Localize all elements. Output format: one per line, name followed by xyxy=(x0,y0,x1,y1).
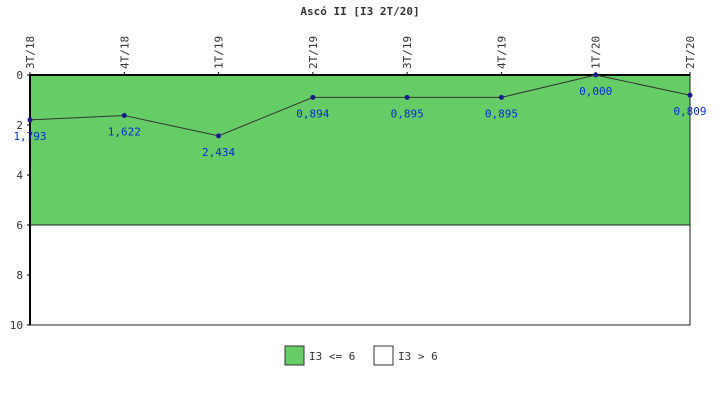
data-label: 0,894 xyxy=(296,107,329,120)
x-tick-label: 4T/19 xyxy=(495,36,508,69)
data-label: 0,000 xyxy=(579,85,612,98)
y-tick-label: 2 xyxy=(16,119,23,132)
data-point xyxy=(593,72,599,78)
x-tick-label: 1T/20 xyxy=(590,36,603,69)
band-2 xyxy=(29,224,691,326)
chart-title: Ascó II [I3 2T/20] xyxy=(300,5,419,18)
data-label: 0,895 xyxy=(391,107,424,120)
x-tick-labels: 3T/18 4T/18 1T/19 2T/19 3T/19 4T/19 1T/20 2T/20 xyxy=(24,36,697,75)
y-tick-label: 8 xyxy=(16,269,23,282)
y-tick-label: 4 xyxy=(16,169,23,182)
x-tick-label: 2T/20 xyxy=(684,36,697,69)
legend-label: I3 > 6 xyxy=(398,350,438,363)
legend-swatch xyxy=(373,345,394,366)
data-point xyxy=(404,94,410,100)
data-labels: 1,793 1,622 2,434 0,894 0,895 0,895 0,000 0,809 xyxy=(13,85,706,159)
band-1 xyxy=(29,74,691,226)
legend: I3 <= 6 I3 > 6 xyxy=(284,345,438,366)
legend-label: I3 <= 6 xyxy=(309,350,355,363)
y-tick-label: 0 xyxy=(16,69,23,82)
data-label: 0,809 xyxy=(673,105,706,118)
data-label: 1,622 xyxy=(108,126,141,139)
data-point xyxy=(310,94,316,100)
x-tick-label: 4T/18 xyxy=(118,36,131,69)
series-path xyxy=(29,74,691,137)
data-label: 1,793 xyxy=(13,130,46,143)
threshold-bands xyxy=(29,74,691,326)
axes xyxy=(29,74,691,326)
data-point xyxy=(216,133,222,139)
series-line xyxy=(27,72,693,139)
data-point xyxy=(498,94,504,100)
y-tick-labels: 0 2 4 6 8 10 xyxy=(10,69,30,332)
data-point xyxy=(27,117,33,123)
x-tick-label: 3T/19 xyxy=(401,36,414,69)
y-tick-label: 6 xyxy=(16,219,23,232)
x-tick-label: 3T/18 xyxy=(24,36,37,69)
legend-swatch xyxy=(284,345,305,366)
y-tick-label: 10 xyxy=(10,319,23,332)
data-label: 0,895 xyxy=(485,107,518,120)
data-point xyxy=(121,113,127,119)
data-label: 2,434 xyxy=(202,146,235,159)
data-point xyxy=(687,92,693,98)
x-tick-label: 2T/19 xyxy=(307,36,320,69)
x-tick-label: 1T/19 xyxy=(213,36,226,69)
